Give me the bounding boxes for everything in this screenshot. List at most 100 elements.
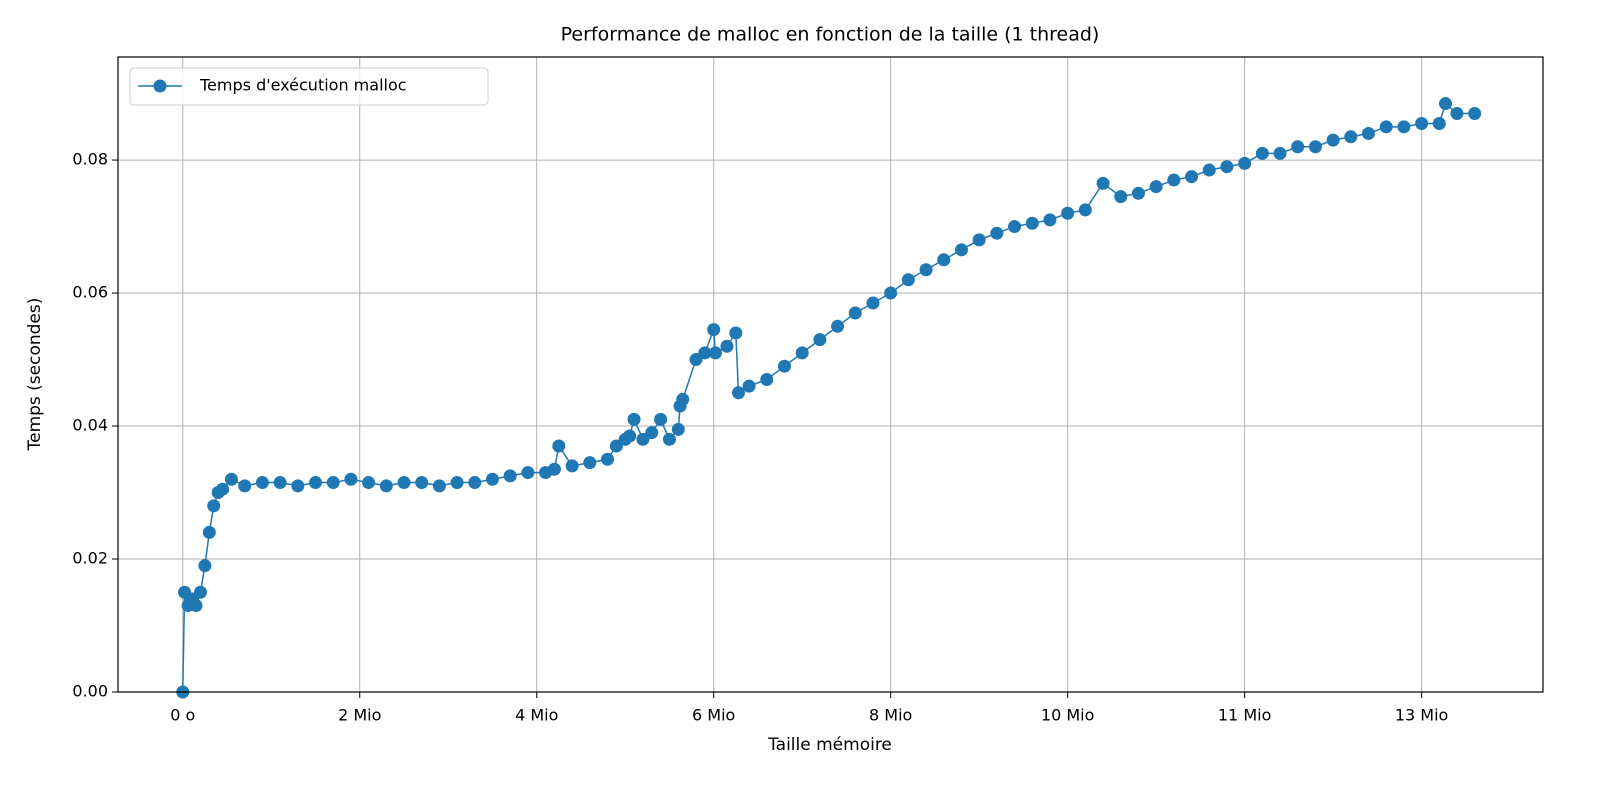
marker xyxy=(1379,120,1393,134)
y-tick-label: 0.06 xyxy=(72,283,108,302)
marker xyxy=(198,559,212,573)
marker xyxy=(1238,156,1252,170)
marker xyxy=(207,499,221,513)
marker xyxy=(291,479,305,493)
marker xyxy=(1450,107,1464,121)
marker xyxy=(623,429,637,443)
marker xyxy=(954,243,968,257)
marker xyxy=(503,469,517,483)
marker xyxy=(547,462,561,476)
x-tick-label: 13 Mio xyxy=(1395,706,1448,725)
x-axis-label: Taille mémoire xyxy=(767,735,892,755)
marker xyxy=(777,359,791,373)
legend-box xyxy=(129,67,489,106)
x-tick-label: 11 Mio xyxy=(1218,706,1271,725)
marker xyxy=(193,585,207,599)
marker xyxy=(468,476,482,490)
marker xyxy=(1326,133,1340,147)
marker xyxy=(1008,220,1022,234)
marker xyxy=(1043,213,1057,227)
marker xyxy=(432,479,446,493)
marker xyxy=(645,426,659,440)
marker xyxy=(255,476,269,490)
marker xyxy=(1202,163,1216,177)
marker xyxy=(362,476,376,490)
plot-frame xyxy=(117,56,1544,693)
marker xyxy=(1468,107,1482,121)
x-tick-label: 2 Mio xyxy=(338,706,381,725)
marker xyxy=(662,432,676,446)
y-axis-label: Temps (secondes) xyxy=(25,298,45,452)
legend-label: Temps d'exécution malloc xyxy=(199,76,407,95)
marker xyxy=(813,333,827,347)
marker xyxy=(848,306,862,320)
marker xyxy=(1025,216,1039,230)
marker xyxy=(1078,203,1092,217)
marker xyxy=(273,476,287,490)
marker xyxy=(698,346,712,360)
marker xyxy=(450,476,464,490)
marker xyxy=(521,466,535,480)
marker xyxy=(1397,120,1411,134)
marker xyxy=(627,412,641,426)
marker xyxy=(415,476,429,490)
x-tick-label: 8 Mio xyxy=(869,706,912,725)
marker xyxy=(224,472,238,486)
marker xyxy=(309,476,323,490)
marker xyxy=(990,226,1004,240)
marker xyxy=(326,476,340,490)
marker xyxy=(344,472,358,486)
marker xyxy=(1096,176,1110,190)
marker xyxy=(1185,170,1199,184)
y-tick-label: 0.00 xyxy=(72,682,108,701)
marker xyxy=(795,346,809,360)
marker xyxy=(676,392,690,406)
marker xyxy=(866,296,880,310)
marker xyxy=(720,339,734,353)
marker xyxy=(552,439,566,453)
x-tick-label: 10 Mio xyxy=(1041,706,1094,725)
marker xyxy=(1344,130,1358,144)
marker xyxy=(1114,190,1128,204)
marker xyxy=(485,472,499,486)
marker xyxy=(1220,160,1234,174)
marker xyxy=(238,479,252,493)
marker xyxy=(1415,116,1429,130)
marker xyxy=(397,476,411,490)
y-tick-label: 0.08 xyxy=(72,150,108,169)
marker xyxy=(565,459,579,473)
marker xyxy=(729,326,743,340)
marker xyxy=(1149,180,1163,194)
marker xyxy=(901,273,915,287)
marker xyxy=(216,482,230,496)
marker xyxy=(831,319,845,333)
marker xyxy=(1291,140,1305,154)
marker xyxy=(1131,186,1145,200)
marker xyxy=(708,346,722,360)
marker xyxy=(1308,140,1322,154)
y-tick-label: 0.02 xyxy=(72,549,108,568)
marker xyxy=(189,599,203,613)
marker xyxy=(636,432,650,446)
legend-marker xyxy=(153,79,167,93)
marker xyxy=(1061,206,1075,220)
marker xyxy=(601,452,615,466)
x-tick-label: 4 Mio xyxy=(515,706,558,725)
chart-title: Performance de malloc en fonction de la … xyxy=(561,24,1100,46)
marker xyxy=(1167,173,1181,187)
y-tick-label: 0.04 xyxy=(72,416,108,435)
marker xyxy=(731,386,745,400)
marker xyxy=(1273,146,1287,160)
marker xyxy=(972,233,986,247)
marker xyxy=(760,372,774,386)
marker xyxy=(1255,146,1269,160)
marker xyxy=(379,479,393,493)
marker xyxy=(742,379,756,393)
marker xyxy=(583,456,597,470)
marker xyxy=(884,286,898,300)
marker xyxy=(707,323,721,337)
marker xyxy=(609,439,623,453)
marker xyxy=(671,422,685,436)
marker xyxy=(1438,97,1452,111)
marker xyxy=(1362,126,1376,140)
